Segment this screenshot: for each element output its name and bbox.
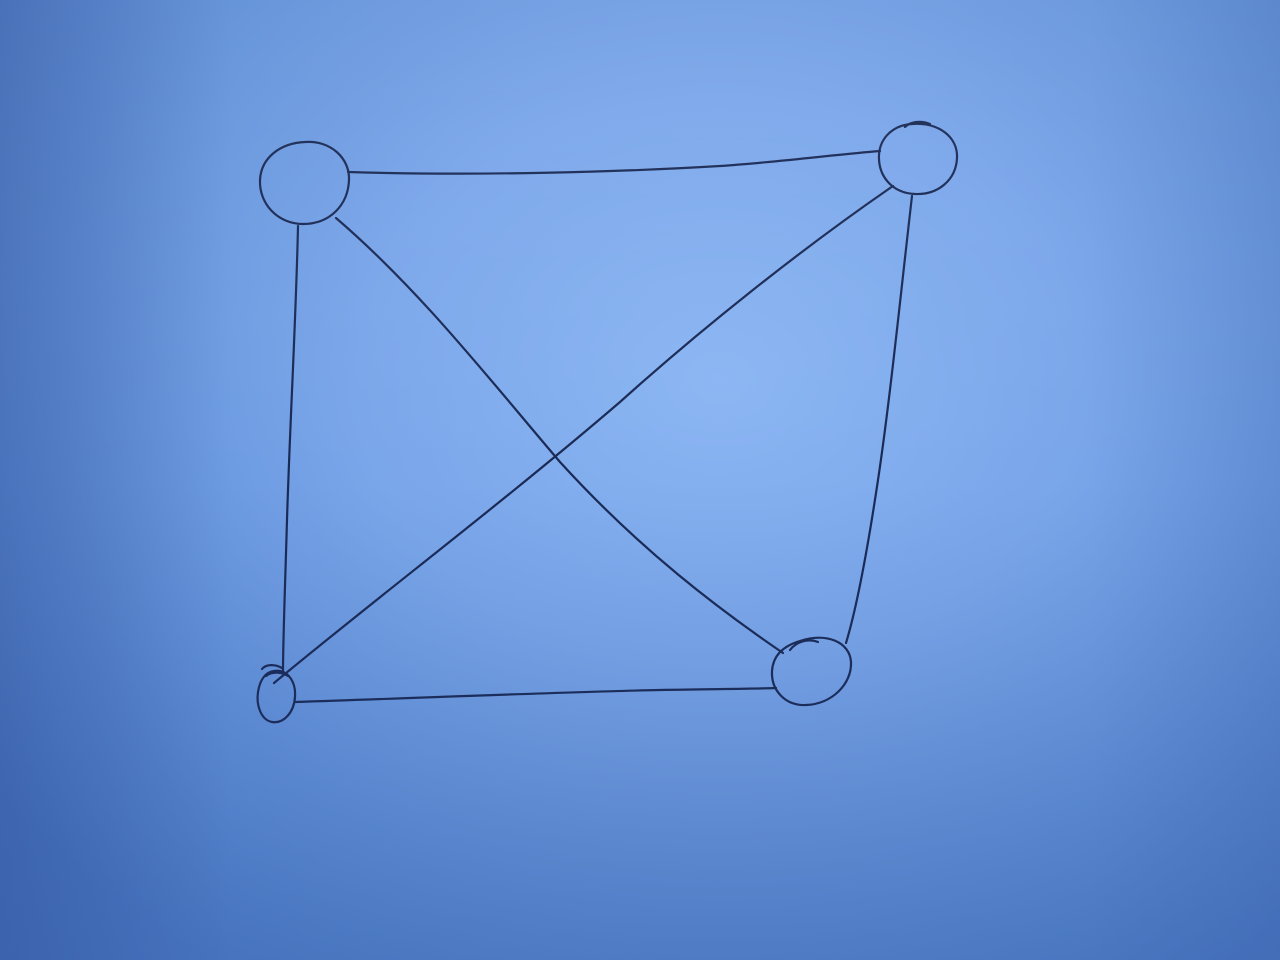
node-top-left <box>258 140 351 226</box>
edge-top-left-top-right <box>346 149 882 175</box>
node-bottom-right <box>770 636 853 707</box>
node-bottom-left <box>256 664 297 724</box>
edge-top-left-bottom-left <box>281 224 300 674</box>
edge-top-left-bottom-right <box>334 216 785 655</box>
node-top-right <box>877 120 959 196</box>
edge-top-right-bottom-right <box>844 194 914 645</box>
edge-bottom-left-bottom-right <box>293 686 778 704</box>
edge-top-right-bottom-left <box>272 184 895 685</box>
